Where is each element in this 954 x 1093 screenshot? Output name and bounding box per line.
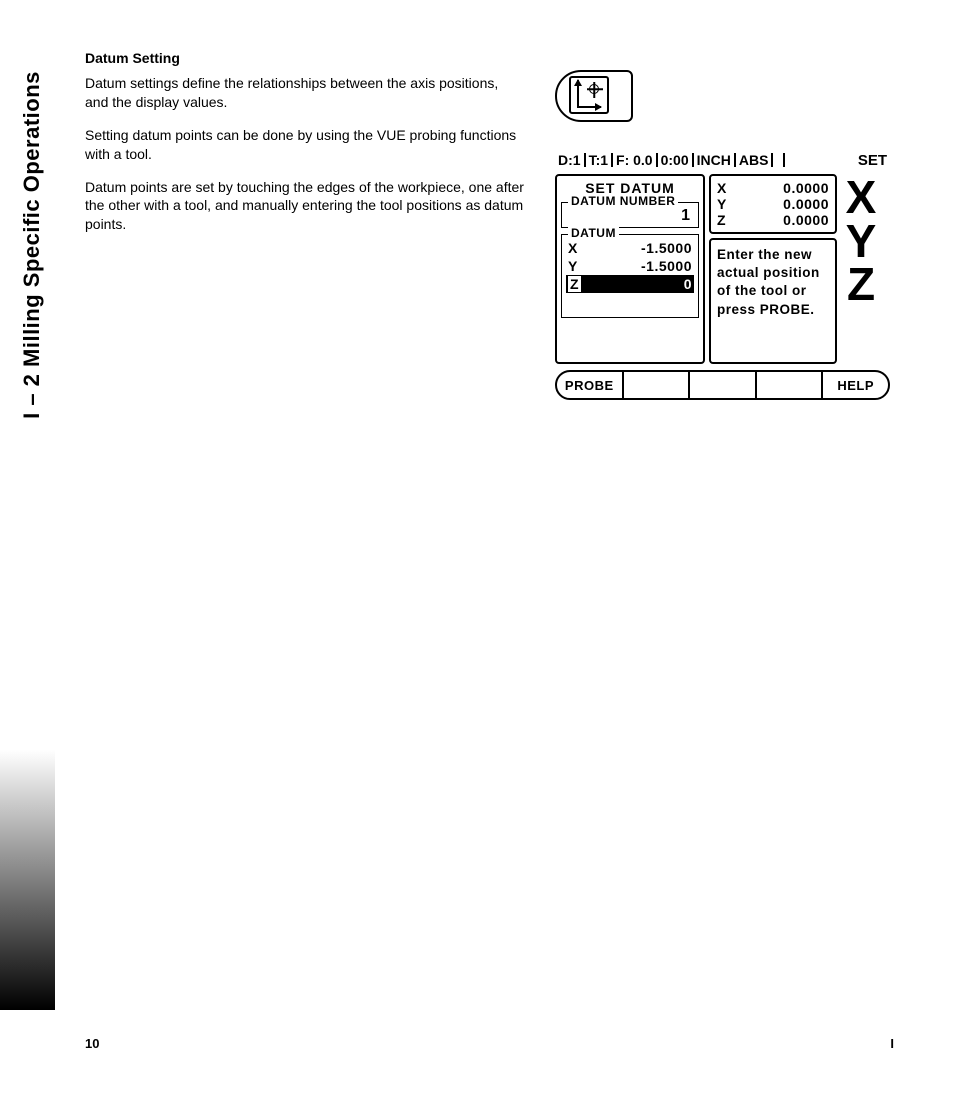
status-set: SET xyxy=(852,152,890,169)
status-t: T:1 xyxy=(586,152,611,168)
sidebar-section-text: I – 2 Milling Specific Operations xyxy=(19,71,45,419)
datum-row-y[interactable]: Y -1.5000 xyxy=(566,257,694,275)
softkey-2[interactable] xyxy=(624,372,691,398)
page-roman: I xyxy=(890,1036,894,1051)
status-unit: INCH xyxy=(694,152,734,168)
paragraph: Datum points are set by touching the edg… xyxy=(85,178,525,235)
axis-key-y[interactable]: Y xyxy=(846,220,877,264)
status-mode: ABS xyxy=(736,152,772,168)
softkey-4[interactable] xyxy=(757,372,824,398)
datum-label: DATUM xyxy=(568,226,619,240)
status-time: 0:00 xyxy=(658,152,692,168)
axis-key-x[interactable]: X xyxy=(846,176,877,220)
dro-screen: D:1 T:1 F: 0.0 0:00 INCH ABS SET SET DAT… xyxy=(555,150,890,400)
status-f: F: 0.0 xyxy=(613,152,656,168)
dro-hint-panel: Enter the new actual position of the too… xyxy=(709,238,837,364)
coord-row-z: Z 0.0000 xyxy=(717,212,829,228)
datum-row-z[interactable]: Z 0 xyxy=(566,275,694,293)
dro-left-panel: SET DATUM DATUM NUMBER 1 DATUM X -1.5000… xyxy=(555,174,705,364)
thumb-tab-gradient xyxy=(0,750,55,1010)
datum-number-label: DATUM NUMBER xyxy=(568,194,678,208)
status-empty xyxy=(773,152,783,168)
softkey-3[interactable] xyxy=(690,372,757,398)
coord-row-x: X 0.0000 xyxy=(717,180,829,196)
dro-coords-panel: X 0.0000 Y 0.0000 Z 0.0000 xyxy=(709,174,837,234)
coord-row-y: Y 0.0000 xyxy=(717,196,829,212)
datum-number-value[interactable]: 1 xyxy=(566,207,694,225)
section-heading: Datum Setting xyxy=(85,50,525,66)
page-number: 10 xyxy=(85,1036,99,1051)
datum-number-field: DATUM NUMBER 1 xyxy=(561,202,699,228)
softkey-probe[interactable]: PROBE xyxy=(557,372,624,398)
probe-key-icon xyxy=(555,70,633,122)
datum-field: DATUM X -1.5000 Y -1.5000 Z 0 xyxy=(561,234,699,318)
paragraph: Datum settings define the relationships … xyxy=(85,74,525,112)
status-d: D:1 xyxy=(555,152,584,168)
sidebar-section-label: I – 2 Milling Specific Operations xyxy=(12,45,52,445)
axis-key-z[interactable]: Z xyxy=(847,263,875,307)
softkey-help[interactable]: HELP xyxy=(823,372,888,398)
dro-status-bar: D:1 T:1 F: 0.0 0:00 INCH ABS SET xyxy=(555,150,890,170)
datum-row-x[interactable]: X -1.5000 xyxy=(566,239,694,257)
axis-hardkeys: X Y Z xyxy=(841,174,881,364)
paragraph: Setting datum points can be done by usin… xyxy=(85,126,525,164)
softkey-row: PROBE HELP xyxy=(555,370,890,400)
body-text: Datum Setting Datum settings define the … xyxy=(85,50,525,248)
